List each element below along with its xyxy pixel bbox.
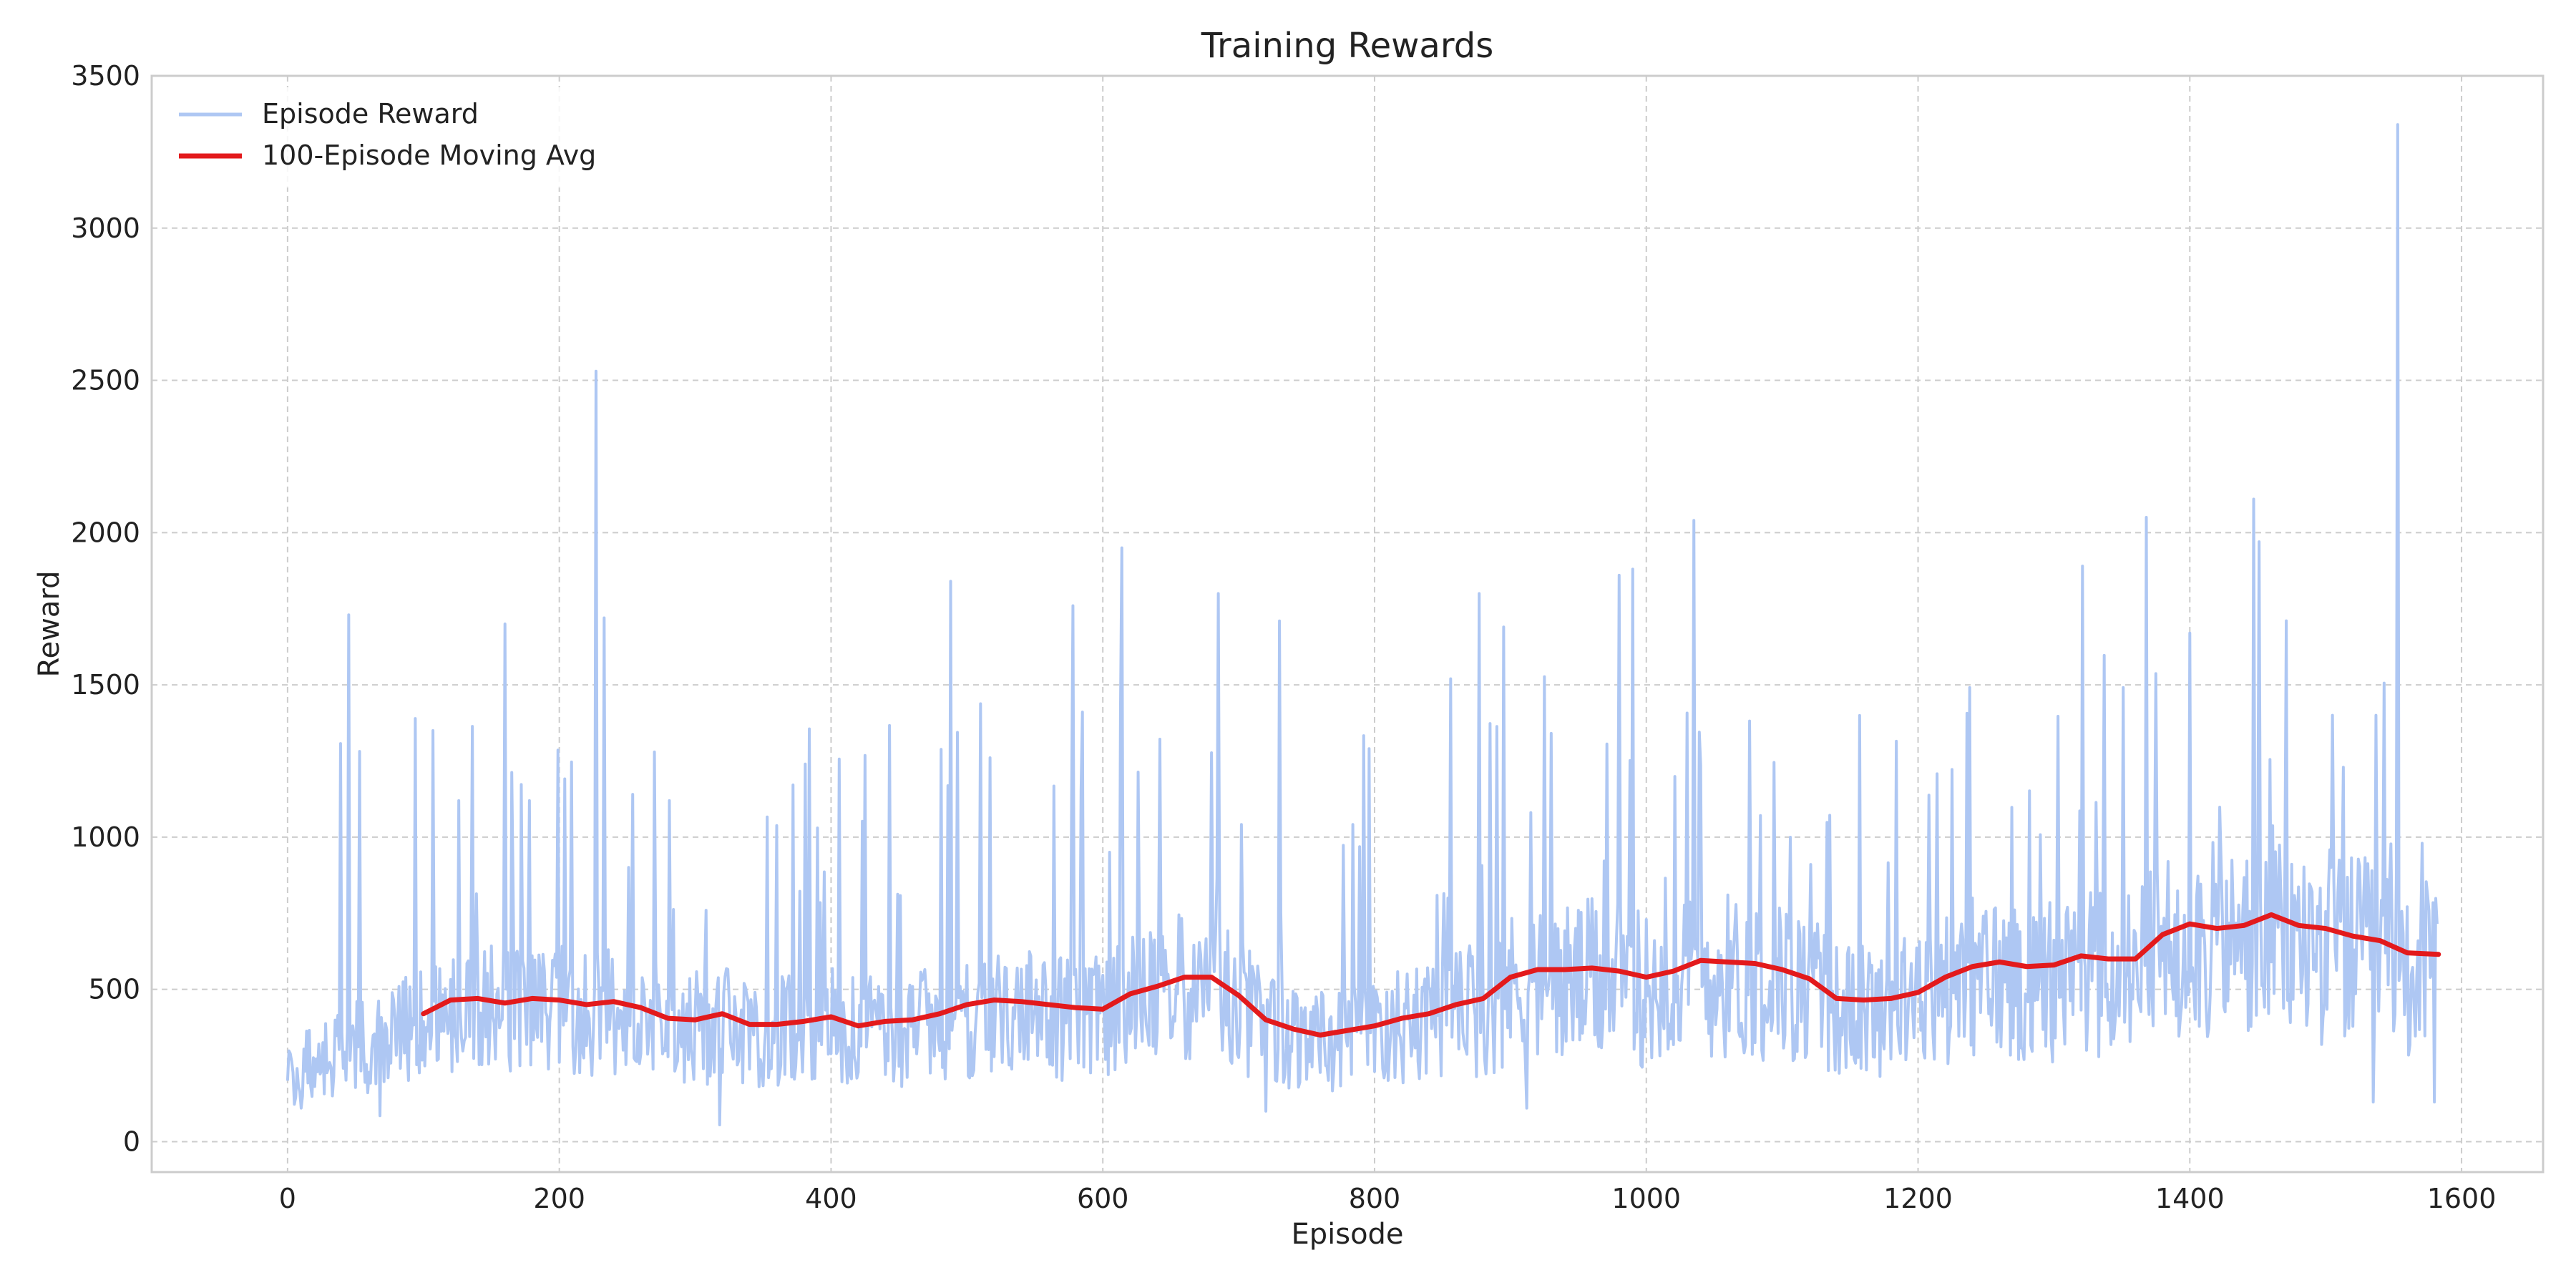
y-tick-label: 2500 (71, 365, 140, 396)
y-tick-label: 0 (123, 1126, 140, 1157)
x-tick-label: 1200 (1883, 1183, 1953, 1214)
y-tick-label: 3000 (71, 213, 140, 244)
plot-frame (150, 74, 2545, 1174)
y-tick-label: 1000 (71, 821, 140, 853)
chart-title: Training Rewards (1201, 26, 1493, 66)
x-axis-label: Episode (1291, 1218, 1403, 1251)
x-tick-label: 400 (805, 1183, 857, 1214)
x-tick-label: 600 (1077, 1183, 1129, 1214)
x-tick-label: 1600 (2427, 1183, 2497, 1214)
legend-label-episode-reward: Episode Reward (262, 98, 479, 130)
legend-label-moving-avg: 100-Episode Moving Avg (262, 140, 596, 171)
moving-average-series (421, 912, 2441, 1038)
x-axis-ticks: 0 200 400 600 800 1000 1200 1400 1600 (279, 1183, 2497, 1214)
moving-average-line (421, 912, 2441, 1038)
legend: Episode Reward 100-Episode Moving Avg (166, 87, 610, 187)
x-tick-label: 200 (533, 1183, 585, 1214)
x-tick-label: 1000 (1611, 1183, 1681, 1214)
x-tick-label: 1400 (2155, 1183, 2225, 1214)
x-tick-label: 0 (279, 1183, 296, 1214)
x-tick-label: 800 (1349, 1183, 1401, 1214)
y-axis-label: Reward (33, 571, 66, 678)
y-tick-label: 3500 (71, 60, 140, 92)
y-tick-label: 2000 (71, 517, 140, 548)
legend-box (166, 87, 610, 187)
y-tick-label: 1500 (71, 669, 140, 701)
episode-reward-line (286, 123, 2439, 1127)
y-tick-label: 500 (88, 974, 140, 1005)
episode-reward-series (286, 123, 2439, 1127)
y-axis-ticks: 0 500 1000 1500 2000 2500 3000 3500 (71, 60, 140, 1157)
